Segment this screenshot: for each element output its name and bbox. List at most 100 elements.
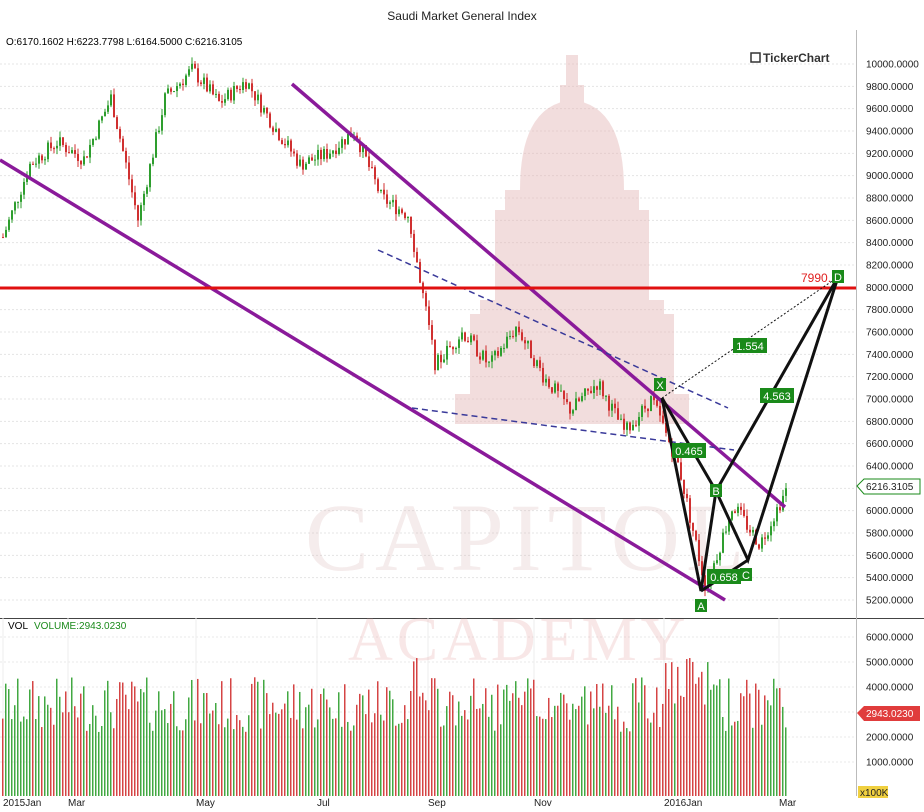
volume-bar xyxy=(611,685,613,796)
volume-tick-label: 6000.0000 xyxy=(866,633,914,644)
time-tick-label: May xyxy=(196,798,215,809)
volume-bar xyxy=(134,686,136,796)
volume-bar xyxy=(251,683,253,796)
candle-body xyxy=(572,410,574,414)
candle-body xyxy=(485,350,487,363)
price-tick-label: 7200.0000 xyxy=(866,372,914,383)
candle-body xyxy=(266,107,268,114)
volume-bar xyxy=(560,692,562,796)
volume-bar xyxy=(539,716,541,796)
candle-body xyxy=(530,340,532,359)
volume-bar xyxy=(392,699,394,796)
volume-bar xyxy=(113,728,115,796)
chart-title: Saudi Market General Index xyxy=(387,9,536,23)
volume-bar xyxy=(491,694,493,796)
candle-body xyxy=(659,405,661,416)
candle-body xyxy=(341,139,343,148)
candle-body xyxy=(260,94,262,113)
volume-bar xyxy=(689,658,691,796)
volume-bar xyxy=(428,710,430,796)
volume-bar xyxy=(425,700,427,796)
candle-body xyxy=(605,395,607,397)
volume-bar xyxy=(515,681,517,796)
candle-body xyxy=(35,163,37,165)
volume-bar xyxy=(422,692,424,796)
candle-body xyxy=(635,424,637,426)
volume-bar xyxy=(341,726,343,796)
volume-bar xyxy=(653,712,655,796)
volume-bar xyxy=(779,688,781,796)
volume-bar xyxy=(512,693,514,796)
volume-bar xyxy=(401,722,403,796)
volume-bar xyxy=(665,663,667,796)
candle-body xyxy=(536,360,538,367)
candle-body xyxy=(209,84,211,92)
ratio-xb-badge: 0.465 xyxy=(672,443,706,458)
candle-body xyxy=(650,396,652,412)
volume-bar xyxy=(668,688,670,796)
volume-bar xyxy=(248,715,250,796)
candle-body xyxy=(368,156,370,167)
svg-text:C: C xyxy=(742,570,750,582)
volume-bar xyxy=(164,709,166,796)
candle-body xyxy=(515,326,517,337)
volume-bar xyxy=(143,692,145,796)
candle-body xyxy=(470,335,472,343)
candle-body xyxy=(5,229,7,238)
candle-body xyxy=(191,63,193,70)
candle-body xyxy=(617,408,619,420)
candle-body xyxy=(455,347,457,350)
candle-body xyxy=(239,89,241,91)
volume-bar xyxy=(437,688,439,796)
volume-bar xyxy=(380,714,382,796)
volume-bar xyxy=(5,683,7,796)
svg-text:B: B xyxy=(712,486,719,498)
candle-body xyxy=(77,153,79,161)
volume-bar xyxy=(686,659,688,796)
volume-bar xyxy=(446,706,448,796)
volume-bar xyxy=(503,689,505,796)
candle-body xyxy=(560,390,562,392)
volume-bar xyxy=(605,712,607,796)
candle-body xyxy=(107,105,109,112)
candle-body xyxy=(56,145,58,149)
volume-bar xyxy=(734,721,736,796)
candle-body xyxy=(203,77,205,84)
volume-bar xyxy=(554,705,556,796)
candle-body xyxy=(95,138,97,140)
candle-body xyxy=(119,129,121,139)
candle-body xyxy=(587,388,589,391)
candle-body xyxy=(104,111,106,117)
volume-tick-label: 5000.0000 xyxy=(866,658,914,669)
volume-bar xyxy=(518,697,520,796)
candle-body xyxy=(512,335,514,337)
volume-bars xyxy=(2,658,787,796)
candle-body xyxy=(653,396,655,401)
candle-body xyxy=(641,405,643,417)
channel-lines xyxy=(0,82,787,602)
volume-bar xyxy=(395,725,397,796)
volume-bar xyxy=(80,693,82,796)
volume-bar xyxy=(194,720,196,796)
candle-body xyxy=(365,145,367,157)
volume-bar xyxy=(2,718,4,796)
candle-body xyxy=(725,531,727,533)
candle-body xyxy=(446,345,448,360)
candle-body xyxy=(20,194,22,202)
candle-body xyxy=(452,347,454,350)
volume-bar xyxy=(449,691,451,796)
price-tick-label: 6000.0000 xyxy=(866,506,914,517)
volume-bar xyxy=(170,703,172,796)
volume-bar xyxy=(650,722,652,796)
price-tick-label: 5400.0000 xyxy=(866,573,914,584)
candle-body xyxy=(332,150,334,154)
price-tick-label: 7800.0000 xyxy=(866,305,914,316)
volume-bar xyxy=(620,731,622,796)
volume-bar xyxy=(548,697,550,796)
candle-body xyxy=(602,381,604,397)
volume-bar xyxy=(728,678,730,796)
volume-bar xyxy=(296,719,298,796)
candle-body xyxy=(245,82,247,89)
volume-bar xyxy=(482,703,484,796)
